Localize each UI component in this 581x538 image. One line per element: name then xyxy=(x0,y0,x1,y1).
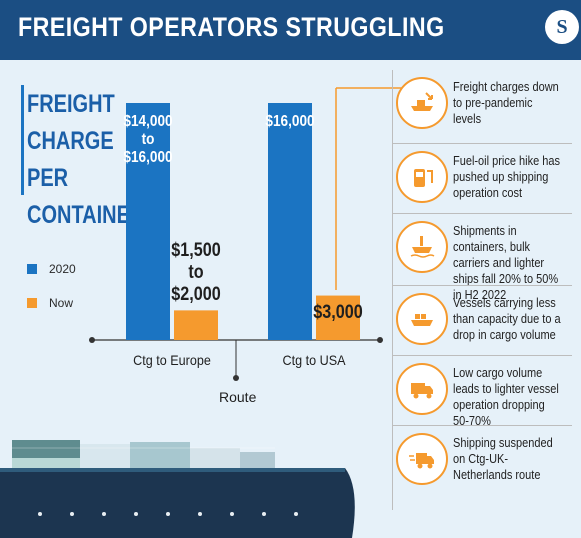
page-title: FREIGHT OPERATORS STRUGGLING xyxy=(18,12,445,42)
bar-now-1 xyxy=(316,295,360,340)
data-label: $16,000 xyxy=(265,113,315,130)
category-label: Ctg to Europe xyxy=(133,352,211,368)
bar-2020-1 xyxy=(268,103,312,340)
downtrend-ship-icon xyxy=(396,77,448,129)
impact-item: Low cargo volume leads to lighter vessel… xyxy=(392,355,577,428)
panel-divider xyxy=(392,70,393,510)
axis-end-dot xyxy=(89,337,95,343)
impact-text: Low cargo volume leads to lighter vessel… xyxy=(453,366,559,428)
legend-item-2020: 2020 xyxy=(27,262,76,276)
fast-truck-icon xyxy=(396,433,448,485)
category-label: Ctg to USA xyxy=(282,352,346,368)
bar-now-0 xyxy=(174,310,218,340)
impact-item: Vessels carrying less than capacity due … xyxy=(392,285,577,357)
truck-icon xyxy=(396,363,448,415)
chart-title-line: PER xyxy=(27,164,69,192)
bar-chart xyxy=(89,103,383,381)
divider xyxy=(392,355,572,356)
logo-letter: S xyxy=(556,16,568,38)
data-label: $3,000 xyxy=(313,301,363,323)
legend-item-now: Now xyxy=(27,296,73,310)
x-axis-title: Route xyxy=(219,389,257,405)
fuel-drum-icon xyxy=(396,151,448,203)
impact-text: Freight charges down to pre-pandemic lev… xyxy=(453,80,559,126)
impact-item: Fuel-oil price hike has pushed up shippi… xyxy=(392,143,577,215)
legend-swatch-2020 xyxy=(27,264,37,274)
title-accent-rule xyxy=(21,85,24,195)
impact-item: Shipments in containers, bulk carriers a… xyxy=(392,213,577,302)
axis-end-dot xyxy=(377,337,383,343)
publisher-logo-icon: S xyxy=(545,10,579,44)
impact-item: Shipping suspended on Ctg-UK-Netherlands… xyxy=(392,425,577,497)
bar-2020-0 xyxy=(126,103,170,340)
legend-label: Now xyxy=(49,296,74,310)
divider xyxy=(392,143,572,144)
header-banner: FREIGHT OPERATORS STRUGGLING S xyxy=(0,0,581,60)
impact-item: Freight charges down to pre-pandemic lev… xyxy=(392,69,577,141)
legend-label: 2020 xyxy=(49,262,76,276)
impact-text: Vessels carrying less than capacity due … xyxy=(453,296,561,342)
cargo-ship-illustration xyxy=(0,440,355,538)
divider xyxy=(392,285,572,286)
impact-text: Shipments in containers, bulk carriers a… xyxy=(453,224,559,302)
impact-text: Shipping suspended on Ctg-UK-Netherlands… xyxy=(453,436,553,482)
divider xyxy=(392,213,572,214)
impact-text: Fuel-oil price hike has pushed up shippi… xyxy=(453,154,561,200)
data-label: $1,500 to $2,000 xyxy=(171,240,221,306)
route-stem-dot xyxy=(233,375,239,381)
cargo-ship-icon xyxy=(396,221,448,273)
divider xyxy=(392,425,572,426)
vessel-icon xyxy=(396,293,448,345)
impact-panel: Freight charges down to pre-pandemic lev… xyxy=(392,63,577,503)
legend-swatch-now xyxy=(27,298,37,308)
data-label: $14,000 to $16,000 xyxy=(123,113,173,166)
